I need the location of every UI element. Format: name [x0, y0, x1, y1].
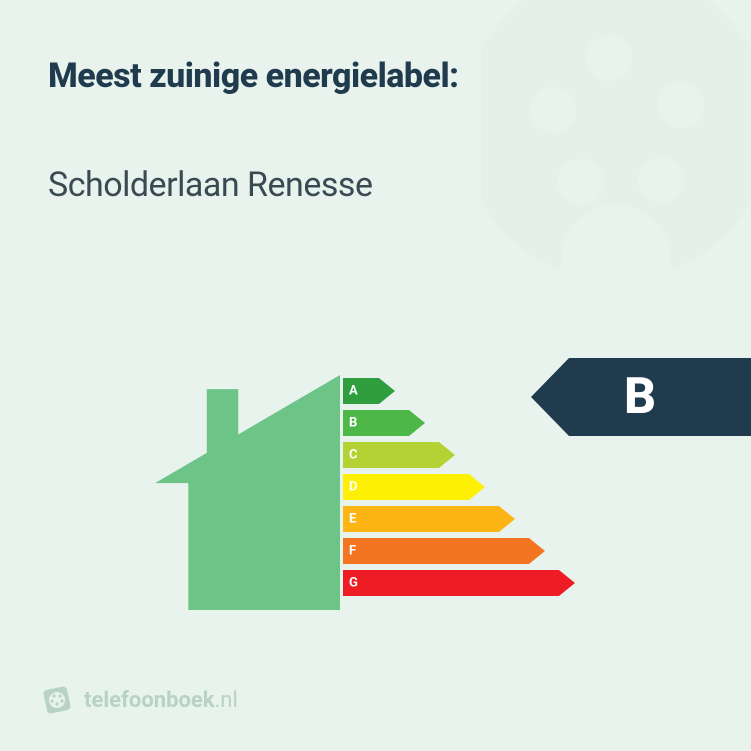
energy-label-card: Meest zuinige energielabel: Scholderlaan… — [0, 0, 751, 751]
energy-bar-d: D — [343, 474, 575, 500]
energy-bar-label: F — [349, 544, 356, 559]
energy-bar-f: F — [343, 538, 575, 564]
energy-bar-label: E — [349, 512, 356, 527]
watermark-palette-icon — [481, 0, 751, 290]
brand-name: telefoonboek.nl — [84, 688, 238, 713]
card-title: Meest zuinige energielabel: — [48, 56, 459, 96]
badge-label: B — [624, 368, 656, 426]
energy-bar-g: G — [343, 570, 575, 596]
card-subtitle: Scholderlaan Renesse — [48, 165, 372, 205]
brand-name-tld: .nl — [215, 688, 238, 713]
selected-label-badge: B — [531, 358, 751, 436]
energy-bar-c: C — [343, 442, 575, 468]
energy-bar-label: D — [349, 480, 357, 495]
energy-bar-label: G — [349, 576, 358, 591]
brand-name-main: telefoonboek — [84, 688, 215, 713]
footer: telefoonboek.nl — [40, 683, 238, 717]
energy-bar-label: C — [349, 448, 358, 463]
house-icon — [155, 375, 340, 610]
energy-bar-label: B — [349, 416, 357, 431]
energy-bar-e: E — [343, 506, 575, 532]
energy-bar-label: A — [349, 384, 358, 399]
brand-logo-icon — [40, 683, 74, 717]
